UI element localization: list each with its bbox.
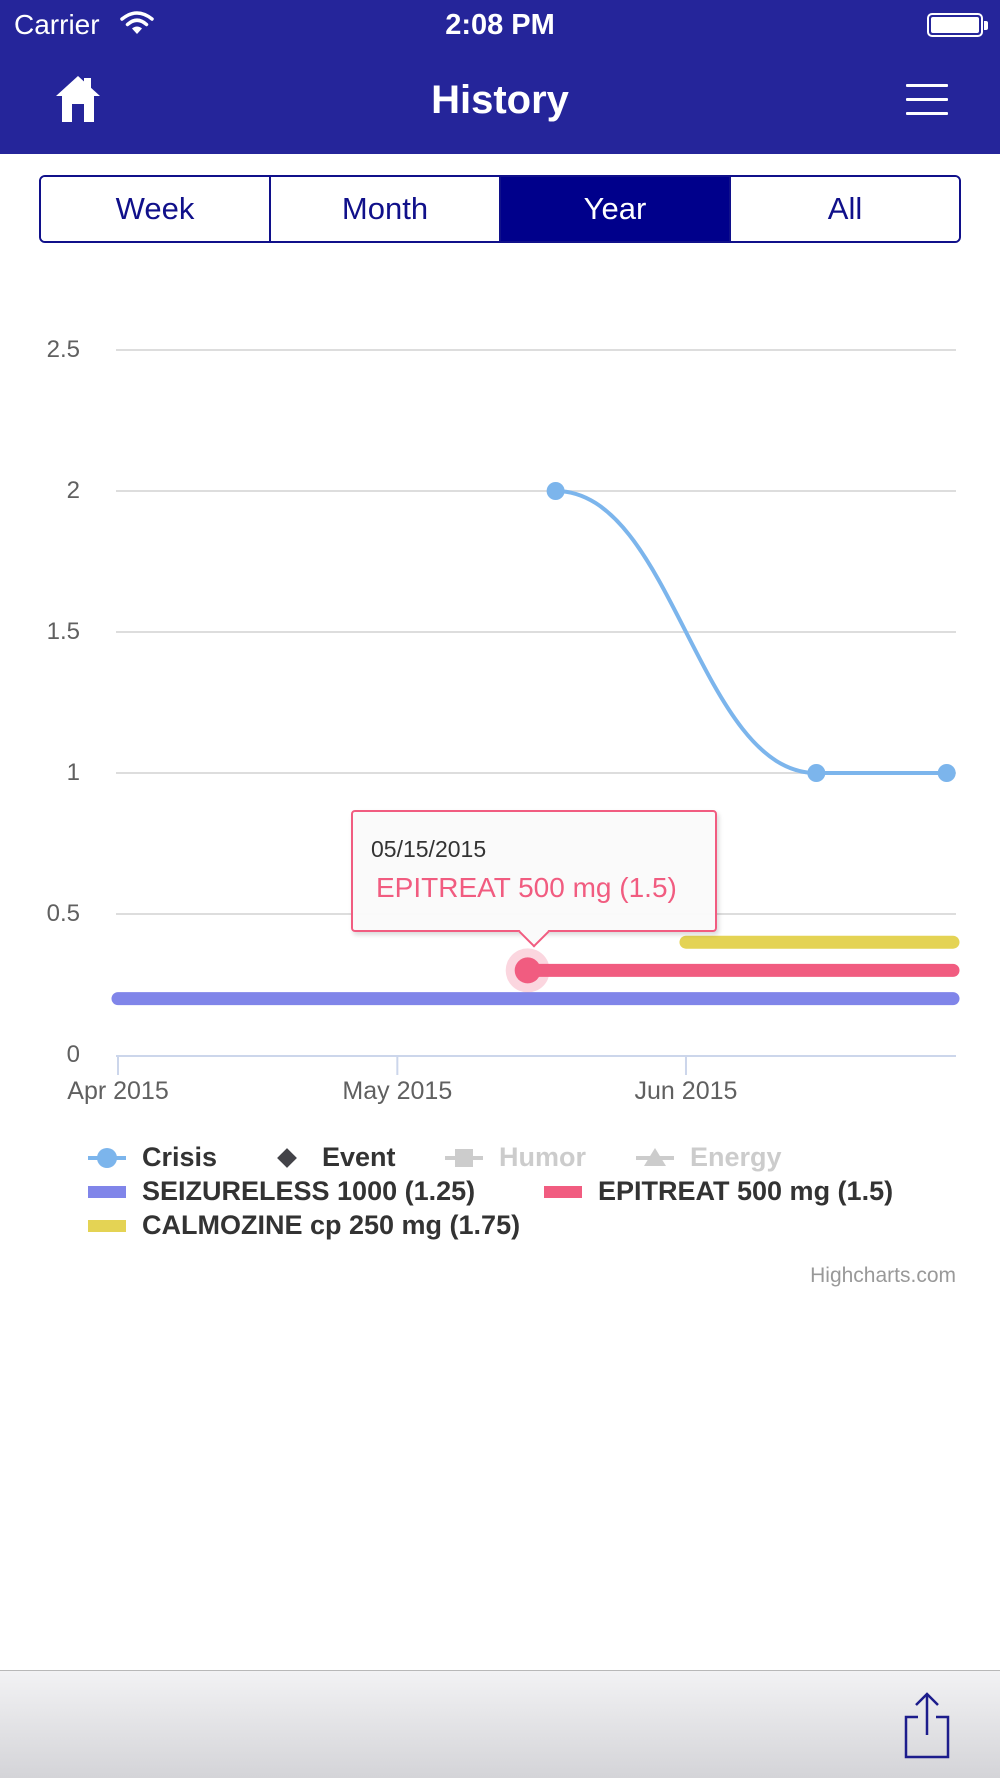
legend-item-seizureless[interactable]: SEIZURELESS 1000 (1.25) bbox=[88, 1176, 475, 1207]
crisis-line bbox=[555, 489, 947, 776]
tab-year[interactable]: Year bbox=[501, 177, 731, 241]
page-title: History bbox=[431, 78, 569, 122]
chart-credits-link[interactable]: Highcharts.com bbox=[810, 1264, 956, 1287]
status-bar: Carrier 2:08 PM bbox=[0, 0, 1000, 50]
legend-item-crisis[interactable]: Crisis bbox=[88, 1142, 217, 1173]
tab-month[interactable]: Month bbox=[271, 177, 501, 241]
home-icon bbox=[56, 76, 100, 122]
tooltip-date: 05/15/2015 bbox=[371, 836, 487, 862]
y-tick-label: 2.5 bbox=[46, 336, 80, 363]
history-chart: 0 0.5 1 1.5 2 2.5 Apr 2015 May 2015 Jun 2015 bbox=[0, 260, 1000, 1310]
legend-label: Energy bbox=[690, 1142, 782, 1172]
triangle-icon bbox=[636, 1146, 674, 1170]
highlight-point bbox=[514, 957, 541, 984]
share-icon bbox=[904, 1692, 950, 1759]
tooltip-value: EPITREAT 500 mg (1.5) bbox=[376, 872, 677, 903]
navigation-bar: Carrier 2:08 PM History bbox=[0, 0, 1000, 154]
y-tick-label: 0 bbox=[66, 1041, 80, 1068]
legend-label: Event bbox=[322, 1142, 396, 1172]
wifi-icon bbox=[120, 11, 154, 34]
legend-item-epitreat[interactable]: EPITREAT 500 mg (1.5) bbox=[544, 1176, 893, 1207]
tab-all[interactable]: All bbox=[731, 177, 959, 241]
hamburger-menu-icon bbox=[906, 84, 948, 115]
share-button[interactable] bbox=[902, 1691, 952, 1761]
legend-item-calmozine[interactable]: CALMOZINE cp 250 mg (1.75) bbox=[88, 1210, 520, 1241]
crisis-point bbox=[807, 764, 826, 782]
y-tick-label: 1 bbox=[66, 759, 80, 786]
legend-label: EPITREAT 500 mg (1.5) bbox=[598, 1176, 894, 1206]
crisis-line-icon bbox=[88, 1146, 126, 1170]
chart-tooltip: 05/15/2015 EPITREAT 500 mg (1.5) bbox=[351, 810, 717, 948]
band-icon bbox=[544, 1180, 582, 1204]
diamond-icon bbox=[268, 1146, 306, 1170]
y-tick-label: 0.5 bbox=[46, 900, 80, 927]
legend-label: Crisis bbox=[142, 1142, 218, 1172]
legend-label: CALMOZINE cp 250 mg (1.75) bbox=[142, 1210, 521, 1240]
x-tick-label: Apr 2015 bbox=[67, 1077, 169, 1105]
x-tick-label: Jun 2015 bbox=[634, 1077, 738, 1105]
bottom-toolbar bbox=[0, 1670, 1000, 1778]
range-segmented-control: Week Month Year All bbox=[39, 175, 961, 243]
home-button[interactable] bbox=[54, 74, 102, 124]
band-icon bbox=[88, 1180, 126, 1204]
x-tick-label: May 2015 bbox=[342, 1077, 453, 1105]
y-tick-label: 1.5 bbox=[46, 618, 80, 645]
menu-button[interactable] bbox=[906, 84, 948, 116]
battery-icon bbox=[927, 13, 988, 37]
legend-item-humor[interactable]: Humor bbox=[445, 1142, 586, 1173]
band-icon bbox=[88, 1214, 126, 1238]
crisis-point bbox=[937, 764, 956, 782]
carrier-label: Carrier bbox=[14, 9, 100, 40]
status-time: 2:08 PM bbox=[445, 9, 555, 41]
legend-label: Humor bbox=[499, 1142, 586, 1172]
y-tick-label: 2 bbox=[66, 477, 80, 504]
crisis-point bbox=[546, 482, 565, 500]
legend-label: SEIZURELESS 1000 (1.25) bbox=[142, 1176, 476, 1206]
legend-item-energy[interactable]: Energy bbox=[636, 1142, 782, 1173]
square-icon bbox=[445, 1146, 483, 1170]
legend-item-event[interactable]: Event bbox=[268, 1142, 396, 1173]
tab-week[interactable]: Week bbox=[41, 177, 271, 241]
